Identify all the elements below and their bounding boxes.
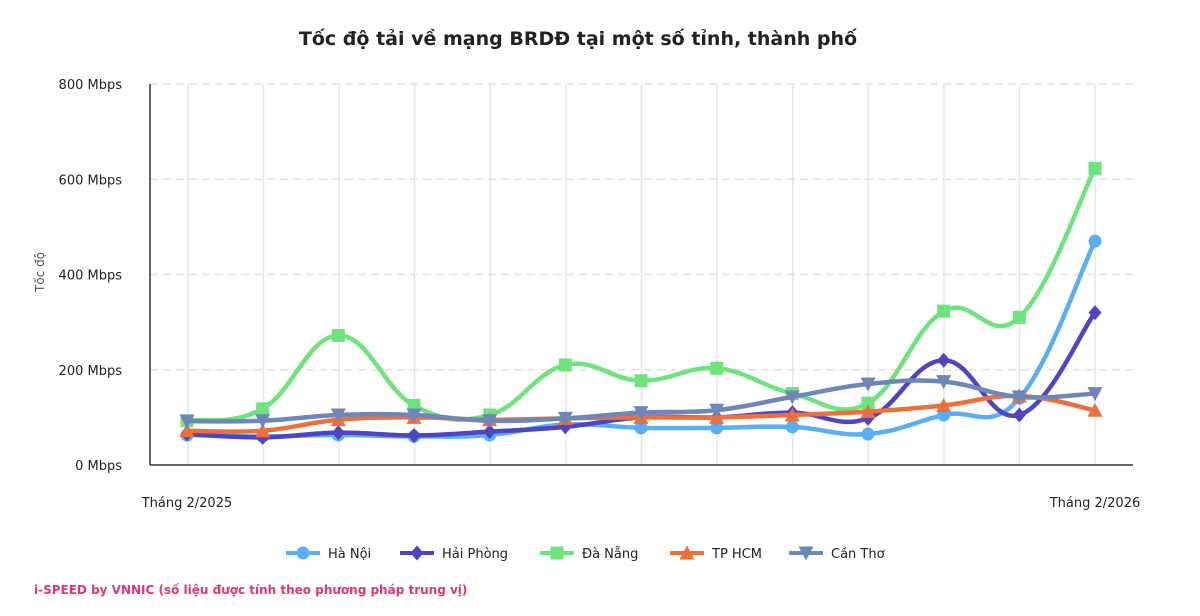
chart-title: Tốc độ tải về mạng BRDĐ tại một số tỉnh,… [299, 27, 857, 50]
legend-item-3: TP HCM [670, 545, 762, 562]
axes: 0 Mbps 200 Mbps 400 Mbps 600 Mbps 800 Mbps Th… [59, 78, 1141, 511]
data-point [1087, 387, 1103, 402]
data-point [256, 402, 270, 416]
y-tick-label: 200 Mbps [59, 364, 123, 379]
legend-label: TP HCM [711, 547, 762, 562]
y-tick-label: 0 Mbps [75, 459, 122, 474]
data-point [709, 403, 725, 418]
data-point [1012, 407, 1026, 423]
y-tick-label: 600 Mbps [59, 173, 123, 188]
legend-marker [798, 546, 814, 561]
legend-item-2: Đà Nẵng [540, 546, 638, 562]
y-tick-label: 800 Mbps [59, 78, 123, 93]
data-point [330, 408, 346, 423]
data-point [861, 427, 875, 441]
data-point [407, 427, 421, 443]
legend-marker [550, 546, 564, 560]
data-point [861, 396, 875, 410]
data-point [785, 420, 799, 434]
legend-label: Đà Nẵng [582, 547, 638, 562]
y-tick-label: 400 Mbps [59, 269, 123, 284]
data-point [331, 328, 345, 342]
data-point [936, 397, 952, 412]
data-point [936, 375, 952, 390]
data-point [557, 411, 573, 426]
data-point [1011, 390, 1027, 405]
legend-item-4: Cần Thơ [789, 546, 885, 562]
data-point [634, 421, 648, 435]
legend-marker [410, 545, 424, 561]
grid [150, 83, 1133, 465]
data-point [255, 414, 271, 429]
series-group [179, 161, 1103, 445]
legend: Hà Nội Hải Phòng Đà Nẵng TP HCM Cần Thơ [286, 545, 885, 562]
legend-label: Cần Thơ [831, 547, 885, 562]
data-point [784, 390, 800, 405]
data-point [179, 423, 195, 438]
y-axis-label: Tốc độ [33, 252, 47, 293]
data-point [483, 424, 497, 440]
x-tick-label-last: Tháng 2/2026 [1049, 496, 1141, 511]
data-point [710, 361, 724, 375]
data-point [1012, 310, 1026, 324]
data-point [633, 406, 649, 421]
data-point [255, 423, 271, 438]
data-point [860, 377, 876, 392]
data-point [558, 358, 572, 372]
footer-note: i-SPEED by VNNIC (số liệu được tính theo… [34, 583, 467, 597]
legend-label: Hà Nội [328, 547, 371, 562]
data-point [937, 304, 951, 318]
data-point [482, 414, 498, 429]
legend-marker [679, 545, 695, 560]
legend-item-1: Hải Phòng [400, 545, 508, 562]
legend-marker [296, 546, 310, 560]
x-tick-label-first: Tháng 2/2025 [141, 496, 233, 511]
data-point [1088, 234, 1102, 248]
data-point [406, 408, 422, 423]
data-point [1088, 161, 1102, 175]
data-point [710, 421, 724, 435]
series-4 [179, 375, 1103, 429]
data-point [937, 352, 951, 368]
legend-label: Hải Phòng [442, 547, 508, 562]
legend-item-0: Hà Nội [286, 546, 371, 562]
data-point [331, 425, 345, 441]
data-point [860, 404, 876, 419]
data-point [634, 374, 648, 388]
data-point [179, 414, 195, 429]
data-point [784, 407, 800, 422]
data-point [1087, 402, 1103, 417]
data-point [1088, 305, 1102, 321]
